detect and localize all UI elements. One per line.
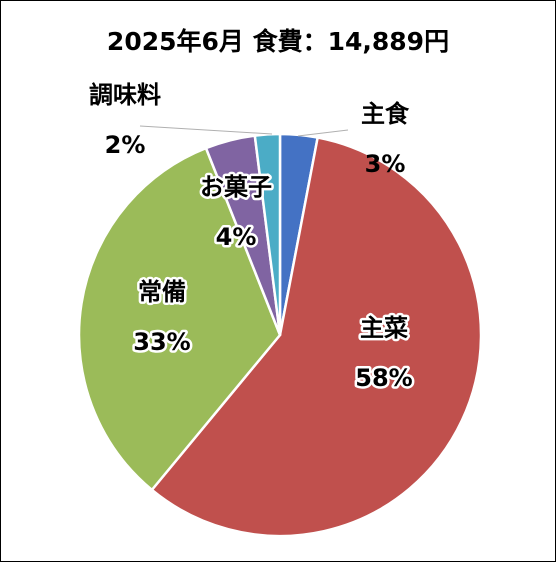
chart-title: 2025年6月 食費：14,889円 bbox=[106, 27, 450, 56]
pie-slice-main-dish bbox=[150, 136, 483, 538]
data-label-seasoning-category: 調味料 bbox=[89, 81, 161, 109]
data-label-snacks-category: お菓子 bbox=[200, 173, 272, 201]
data-label-staple-percent: 3% bbox=[365, 150, 406, 178]
data-label-seasoning-percent: 2% bbox=[105, 131, 146, 159]
data-label-main-dish-category: 主菜 bbox=[360, 314, 408, 342]
pie-slice-preserved bbox=[77, 146, 282, 492]
data-labels: 主食 3% 主菜 58% 常備 33% お菓子 4% 調味料 2% bbox=[89, 81, 415, 395]
leader-line-staple bbox=[297, 129, 349, 137]
data-label-snacks-percent: 4% bbox=[216, 223, 257, 251]
data-label-preserved-percent: 33% bbox=[133, 328, 190, 356]
pie-slices bbox=[77, 132, 483, 538]
data-label-main-dish-percent: 58% bbox=[355, 364, 412, 392]
data-label-preserved-category: 常備 bbox=[138, 278, 186, 306]
leader-line-seasoning bbox=[139, 125, 273, 135]
pie-slice-seasoning bbox=[253, 132, 282, 337]
data-label-staple-category: 主食 bbox=[361, 100, 410, 128]
leader-lines bbox=[139, 125, 349, 137]
